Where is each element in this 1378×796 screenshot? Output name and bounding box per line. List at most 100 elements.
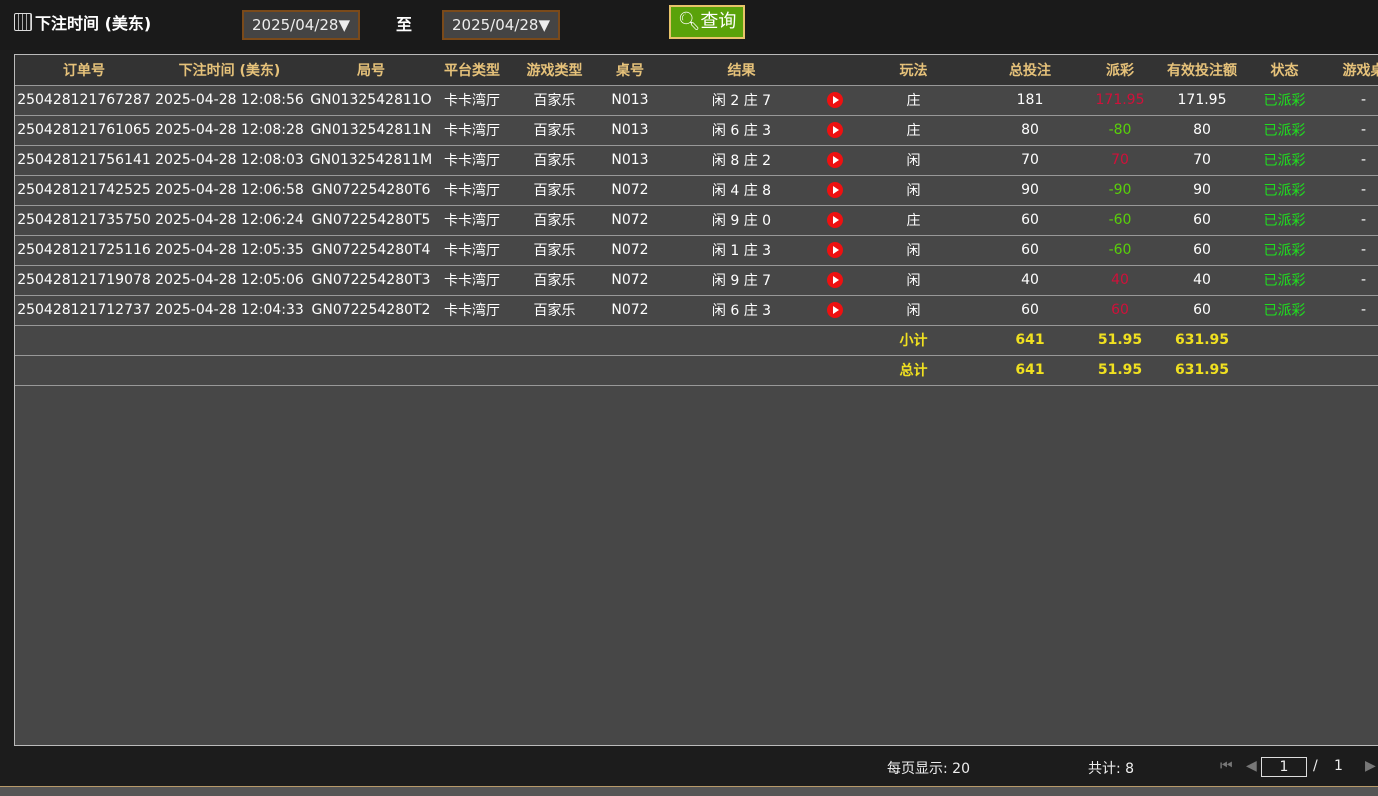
cell-total: 60 xyxy=(981,235,1079,266)
subtotal-row-total: 641 xyxy=(981,325,1079,356)
cell-valid: 80 xyxy=(1161,115,1243,146)
cell-platform: 卡卡湾厅 xyxy=(436,295,508,326)
cell-extra: - xyxy=(1326,205,1378,236)
cell-result: 闲 9 庄 7 xyxy=(659,265,824,296)
cell-result: 闲 1 庄 3 xyxy=(659,235,824,266)
column-header: 局号 xyxy=(306,55,436,86)
total-pages: 1 xyxy=(1334,758,1343,774)
toolbar: 下注时间 (美东) 2025/04/28▼ 至 2025/04/28▼ 🔍︎查询 xyxy=(0,0,1378,50)
empty-cell xyxy=(1243,325,1326,356)
column-header xyxy=(824,55,846,86)
cell-total: 80 xyxy=(981,115,1079,146)
cell-payout: 40 xyxy=(1079,265,1161,296)
cell-round: GN072254280T6 xyxy=(306,175,436,206)
column-header: 结果 xyxy=(659,55,824,86)
filter-label: 下注时间 (美东) xyxy=(35,14,152,33)
cell-table: N013 xyxy=(601,115,659,146)
pagination-bar: 每页显示: 20 共计: 8 ⏮ ◀ 1 / 1 ▶ xyxy=(0,746,1378,786)
play-video-icon[interactable] xyxy=(827,272,843,288)
cell-extra: - xyxy=(1326,115,1378,146)
table-row[interactable]: 250428121742525 2025-04-28 12:06:58 GN0722… xyxy=(15,175,1378,206)
table-row[interactable]: 250428121725116 2025-04-28 12:05:35 GN0722… xyxy=(15,235,1378,266)
cell-valid: 171.95 xyxy=(1161,85,1243,116)
column-header: 总投注 xyxy=(981,55,1079,86)
cell-status: 已派彩 xyxy=(1243,265,1326,296)
cell-platform: 卡卡湾厅 xyxy=(436,175,508,206)
total-count: 共计: 8 xyxy=(1088,761,1135,777)
play-video-icon[interactable] xyxy=(827,242,843,258)
cell-order: 250428121725116 xyxy=(15,235,153,266)
next-page-icon[interactable]: ▶ xyxy=(1365,758,1376,774)
cell-status: 已派彩 xyxy=(1243,145,1326,176)
grand-total-row: 总计 641 51.95 631.95 xyxy=(15,355,1378,386)
cell-status: 已派彩 xyxy=(1243,85,1326,116)
cell-order: 250428121735750 xyxy=(15,205,153,236)
table-row[interactable]: 250428121761065 2025-04-28 12:08:28 GN0132… xyxy=(15,115,1378,146)
table-row[interactable]: 250428121756141 2025-04-28 12:08:03 GN0132… xyxy=(15,145,1378,176)
replay-cell xyxy=(824,205,846,236)
play-video-icon[interactable] xyxy=(827,92,843,108)
grand-total-row-label: 总计 xyxy=(846,355,981,386)
per-page-label: 每页显示: 20 xyxy=(887,761,970,777)
cell-payout: 60 xyxy=(1079,295,1161,326)
cell-total: 90 xyxy=(981,175,1079,206)
table-row[interactable]: 250428121735750 2025-04-28 12:06:24 GN0722… xyxy=(15,205,1378,236)
table-row[interactable]: 250428121767287 2025-04-28 12:08:56 GN0132… xyxy=(15,85,1378,116)
column-header: 订单号 xyxy=(15,55,153,86)
cell-extra: - xyxy=(1326,175,1378,206)
cell-platform: 卡卡湾厅 xyxy=(436,205,508,236)
prev-page-icon[interactable]: ◀ xyxy=(1246,758,1257,774)
cell-order: 250428121761065 xyxy=(15,115,153,146)
cell-round: GN072254280T4 xyxy=(306,235,436,266)
cell-payout: -90 xyxy=(1079,175,1161,206)
cell-time: 2025-04-28 12:08:56 xyxy=(153,85,306,116)
cell-table: N013 xyxy=(601,145,659,176)
cell-game: 百家乐 xyxy=(508,145,601,176)
cell-valid: 60 xyxy=(1161,295,1243,326)
play-video-icon[interactable] xyxy=(827,212,843,228)
table-row[interactable]: 250428121719078 2025-04-28 12:05:06 GN0722… xyxy=(15,265,1378,296)
empty-cell xyxy=(15,355,846,386)
date-from-select[interactable]: 2025/04/28▼ xyxy=(242,10,360,40)
play-video-icon[interactable] xyxy=(827,152,843,168)
cell-game: 百家乐 xyxy=(508,235,601,266)
cell-total: 60 xyxy=(981,295,1079,326)
cell-time: 2025-04-28 12:08:28 xyxy=(153,115,306,146)
play-video-icon[interactable] xyxy=(827,302,843,318)
table-row[interactable]: 250428121712737 2025-04-28 12:04:33 GN0722… xyxy=(15,295,1378,326)
cell-extra: - xyxy=(1326,235,1378,266)
cell-time: 2025-04-28 12:06:58 xyxy=(153,175,306,206)
cell-time: 2025-04-28 12:06:24 xyxy=(153,205,306,236)
first-page-icon[interactable]: ⏮ xyxy=(1220,758,1233,774)
cell-status: 已派彩 xyxy=(1243,235,1326,266)
query-label: 查询 xyxy=(700,11,737,32)
cell-result: 闲 6 庄 3 xyxy=(659,295,824,326)
cell-order: 250428121742525 xyxy=(15,175,153,206)
cell-bet_type: 庄 xyxy=(846,115,981,146)
cell-time: 2025-04-28 12:05:35 xyxy=(153,235,306,266)
page-input[interactable]: 1 xyxy=(1261,757,1307,777)
cell-table: N072 xyxy=(601,295,659,326)
replay-cell xyxy=(824,115,846,146)
date-to-select[interactable]: 2025/04/28▼ xyxy=(442,10,560,40)
cell-bet_type: 闲 xyxy=(846,235,981,266)
cell-extra: - xyxy=(1326,85,1378,116)
cell-status: 已派彩 xyxy=(1243,115,1326,146)
search-icon: 🔍︎ xyxy=(677,11,701,32)
column-header: 桌号 xyxy=(601,55,659,86)
play-video-icon[interactable] xyxy=(827,182,843,198)
cell-platform: 卡卡湾厅 xyxy=(436,265,508,296)
cell-time: 2025-04-28 12:05:06 xyxy=(153,265,306,296)
query-button[interactable]: 🔍︎查询 xyxy=(669,5,745,39)
play-video-icon[interactable] xyxy=(827,122,843,138)
cell-platform: 卡卡湾厅 xyxy=(436,145,508,176)
cell-total: 181 xyxy=(981,85,1079,116)
empty-cell xyxy=(1326,355,1378,386)
cell-payout: -80 xyxy=(1079,115,1161,146)
cell-game: 百家乐 xyxy=(508,265,601,296)
page-separator: / xyxy=(1313,758,1318,774)
cell-bet_type: 闲 xyxy=(846,175,981,206)
cell-result: 闲 4 庄 8 xyxy=(659,175,824,206)
cell-game: 百家乐 xyxy=(508,85,601,116)
cell-order: 250428121767287 xyxy=(15,85,153,116)
